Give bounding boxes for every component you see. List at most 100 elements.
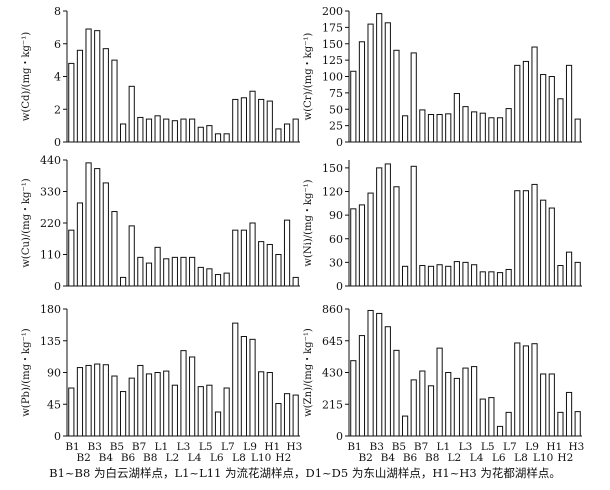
bar [505, 268, 512, 287]
bar [436, 347, 443, 437]
y-tick-label: 8 [54, 5, 61, 18]
bar [522, 60, 529, 143]
bar [393, 349, 400, 437]
bar [350, 70, 357, 143]
bar [471, 366, 478, 437]
x-tick-label: L5 [481, 441, 495, 453]
y-tick-label: 125 [322, 54, 343, 67]
y-tick-label: 330 [40, 186, 61, 199]
bar [496, 425, 504, 437]
bar [68, 229, 75, 287]
bar [128, 85, 135, 143]
bar [531, 183, 538, 287]
x-tick-label: L4 [470, 452, 484, 464]
bar [410, 379, 417, 437]
bar [232, 98, 239, 143]
x-tick-label: B6 [403, 452, 418, 464]
bar [548, 76, 555, 143]
x-tick-label: B1 [347, 441, 361, 453]
x-tick-label: B6 [121, 452, 136, 464]
bar [557, 98, 564, 143]
bar [453, 93, 460, 143]
y-tick-label: 175 [322, 21, 343, 34]
y-tick-label: 2 [54, 103, 61, 116]
bar [266, 100, 273, 143]
bar [453, 261, 460, 287]
x-tick-label: H2 [557, 452, 573, 464]
y-tick-label: 430 [322, 367, 343, 380]
bar [249, 338, 256, 437]
bar [197, 126, 204, 143]
bar [223, 133, 230, 143]
x-tick-label: L3 [177, 441, 191, 453]
bar [292, 394, 299, 437]
bar [427, 385, 435, 437]
bar [548, 207, 555, 287]
chart-panel-pb: 0 45 90 135 180 w(Pb)/(mg・kg⁻¹) B1B2B3B4B5B6B7… [21, 303, 302, 464]
bar [488, 397, 495, 437]
bar [522, 190, 529, 287]
bar [223, 272, 230, 287]
bar [85, 28, 92, 143]
bar [180, 256, 187, 287]
bar [393, 49, 400, 143]
bar [531, 46, 538, 143]
bar [445, 265, 452, 287]
bar [283, 123, 291, 143]
bar [453, 377, 460, 437]
bar [163, 258, 170, 287]
bar [206, 268, 213, 287]
bar [163, 370, 170, 437]
bar [120, 123, 127, 143]
bar [376, 13, 383, 143]
bar [189, 356, 196, 437]
bar [120, 276, 127, 287]
y-tick-label: 440 [40, 154, 61, 167]
bar [557, 265, 564, 287]
bar [128, 377, 135, 437]
chart-panel-cd: 0 2 4 6 8 w(Cd)/(mg・kg⁻¹) [21, 5, 300, 149]
bar [505, 108, 512, 143]
bar [111, 375, 118, 437]
bar [283, 393, 291, 437]
bar [479, 398, 486, 437]
bar [111, 211, 118, 287]
x-tick-label: B7 [132, 441, 146, 453]
bar [488, 117, 495, 143]
bar [445, 372, 452, 437]
bar [540, 199, 547, 287]
figure-caption: B1~B8 为白云湖样点，L1~L11 为流花湖样点，D1~D5 为东山湖样点，… [49, 466, 561, 480]
x-tick-label: L10 [251, 452, 271, 464]
x-tick-label: L1 [436, 441, 450, 453]
y-tick-label: 220 [40, 217, 61, 230]
x-tick-label: B8 [425, 452, 439, 464]
bar [171, 120, 178, 143]
bar [189, 256, 196, 287]
bar [384, 326, 391, 437]
bar [436, 264, 443, 287]
bar [189, 118, 196, 143]
x-tick-label: L2 [448, 452, 462, 464]
bar [214, 274, 222, 287]
x-tick-label: B7 [414, 441, 428, 453]
y-tick-label: 200 [322, 5, 343, 18]
bar [384, 163, 391, 287]
bar [275, 128, 282, 143]
bar [171, 256, 178, 287]
y-tick-label: 90 [47, 367, 61, 380]
bar [68, 387, 75, 437]
y-tick-label: 860 [322, 303, 343, 316]
y-axis-label: w(Cd)/(mg・kg⁻¹) [21, 32, 32, 121]
bar [223, 387, 230, 437]
y-axis-label: w(Cr)/(mg・kg⁻¹) [303, 33, 314, 121]
bar [496, 117, 504, 143]
bar [249, 222, 256, 287]
bar [410, 52, 417, 143]
y-tick-label: 100 [322, 71, 343, 84]
y-axis-label: w(Cu)/(mg・kg⁻¹) [21, 178, 32, 267]
x-tick-label: L1 [154, 441, 168, 453]
bar [180, 350, 187, 437]
x-tick-label: L5 [199, 441, 213, 453]
bar [540, 74, 547, 143]
